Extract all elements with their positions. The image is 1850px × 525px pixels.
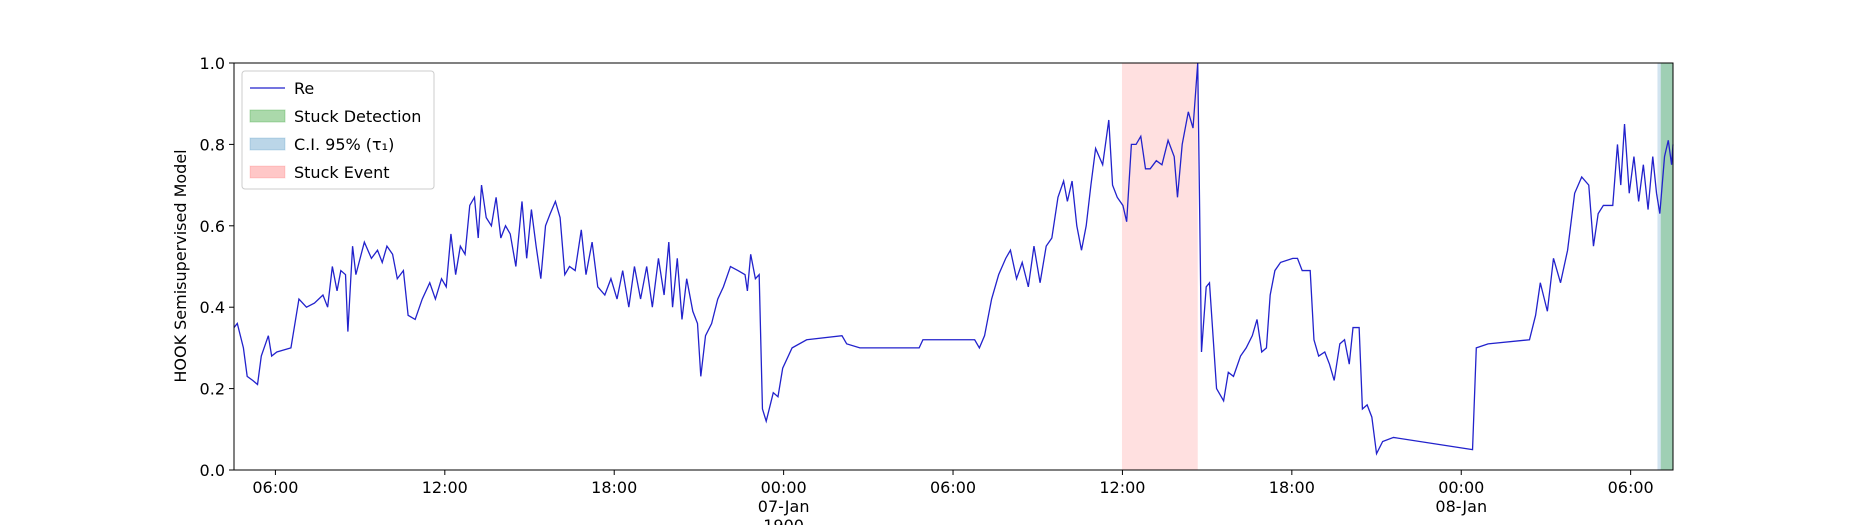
- data-line: [233, 62, 1674, 456]
- x-tick-label: 12:00: [1099, 478, 1145, 497]
- x-tick-label: 06:00: [252, 478, 298, 497]
- plot-frame: [233, 62, 1674, 471]
- y-tick-label: 0.0: [200, 461, 225, 480]
- x-tick-label: 06:00: [1608, 478, 1654, 497]
- x-tick-label: 18:00: [1269, 478, 1315, 497]
- x-tick-label: 06:00: [930, 478, 976, 497]
- legend-box: [241, 70, 435, 190]
- span: [1657, 63, 1673, 470]
- legend-patch: [249, 137, 286, 151]
- legend-patch: [249, 109, 286, 123]
- legend: Re Stuck Detection C.I. 95% (τ₁) Stuck Even…: [241, 70, 435, 190]
- legend-label: Stuck Detection: [294, 107, 421, 126]
- y-tick-label: 1.0: [200, 54, 225, 73]
- y-tick-label: 0.2: [200, 380, 225, 399]
- legend-patch: [249, 165, 286, 179]
- y-tick-label: 0.8: [200, 135, 225, 154]
- x-tick-label: 18:00: [591, 478, 637, 497]
- x-tick-label: 12:00: [422, 478, 468, 497]
- x-tick-label: 00:00 08-Jan: [1435, 478, 1487, 516]
- y-tick-label: 0.6: [200, 217, 225, 236]
- y-tick-label: 0.4: [200, 298, 225, 317]
- span: [1660, 63, 1673, 470]
- y-axis-label: HOOK Semisupervised Model: [171, 149, 190, 382]
- legend-label: C.I. 95% (τ₁): [294, 135, 394, 154]
- legend-label: Stuck Event: [294, 163, 390, 182]
- legend-label: Re: [294, 79, 314, 98]
